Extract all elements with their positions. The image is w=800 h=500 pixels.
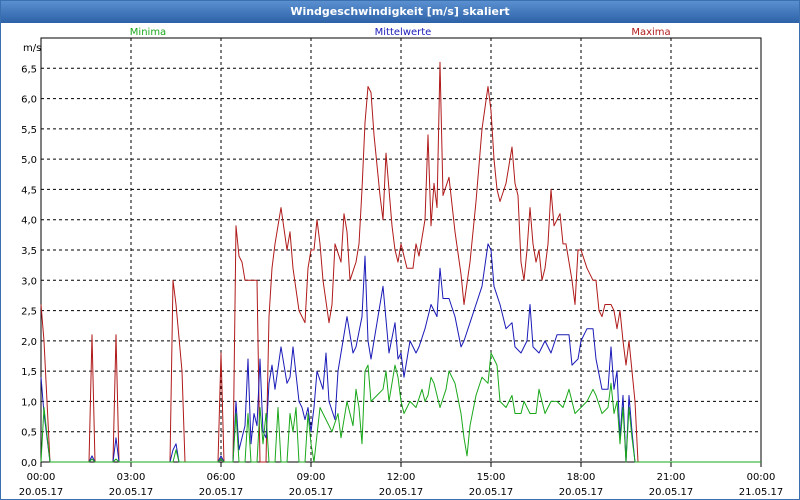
legend: Minima Mittelwerte Maxima xyxy=(130,27,671,38)
y-tick-label: 4,5 xyxy=(21,185,37,196)
y-tick-label: 2,0 xyxy=(21,337,37,348)
y-tick-label: 0,0 xyxy=(21,458,37,469)
x-tick-date: 20.05.17 xyxy=(469,487,514,498)
y-tick-label: 6,5 xyxy=(21,64,37,75)
x-tick-date: 20.05.17 xyxy=(649,487,694,498)
y-tick-label: 3,0 xyxy=(21,276,37,287)
x-tick-time: 12:00 xyxy=(387,472,416,483)
legend-minima: Minima xyxy=(130,27,166,38)
y-tick-labels: 0,0 0,5 1,0 1,5 2,0 2,5 3,0 3,5 4,0 4,5 5,0 5,5 6,0 6… xyxy=(21,64,37,469)
legend-maxima: Maxima xyxy=(631,27,670,38)
x-tick-labels: 00:00 20.05.17 03:00 20.05.17 06:00 20.05.17 0… xyxy=(19,472,784,498)
x-tick-time: 09:00 xyxy=(297,472,326,483)
y-tick-label: 3,5 xyxy=(21,246,37,257)
x-tick-time: 06:00 xyxy=(207,472,236,483)
x-tick-date: 20.05.17 xyxy=(19,487,64,498)
x-tick-date: 21.05.17 xyxy=(739,487,784,498)
x-tick-date: 20.05.17 xyxy=(559,487,604,498)
y-tick-label: 5,5 xyxy=(21,125,37,136)
chart-title: Windgeschwindigkeit [m/s] skaliert xyxy=(1,1,799,23)
x-tick-time: 00:00 xyxy=(747,472,776,483)
y-axis-label: m/s xyxy=(23,43,41,54)
plot-frame xyxy=(40,37,762,463)
x-tick-time: 21:00 xyxy=(657,472,686,483)
x-tick-date: 20.05.17 xyxy=(109,487,154,498)
series-line-minima xyxy=(40,352,761,463)
legend-mittelwerte: Mittelwerte xyxy=(375,27,432,38)
series-line-mittelwerte xyxy=(40,243,761,463)
series-line-maxima xyxy=(40,61,761,463)
y-tick-label: 1,0 xyxy=(21,397,37,408)
x-tick-time: 00:00 xyxy=(27,472,56,483)
y-tick-label: 4,0 xyxy=(21,216,37,227)
y-tick-label: 5,0 xyxy=(21,155,37,166)
y-tick-label: 1,5 xyxy=(21,367,37,378)
x-tick-time: 18:00 xyxy=(567,472,596,483)
series-lines xyxy=(40,61,761,463)
x-tick-date: 20.05.17 xyxy=(289,487,334,498)
x-tick-date: 20.05.17 xyxy=(379,487,424,498)
y-tick-label: 6,0 xyxy=(21,95,37,106)
x-tick-date: 20.05.17 xyxy=(199,487,244,498)
y-tick-label: 2,5 xyxy=(21,307,37,318)
axes xyxy=(40,37,762,467)
x-tick-time: 03:00 xyxy=(117,472,146,483)
x-tick-time: 15:00 xyxy=(477,472,506,483)
y-tick-label: 0,5 xyxy=(21,428,37,439)
